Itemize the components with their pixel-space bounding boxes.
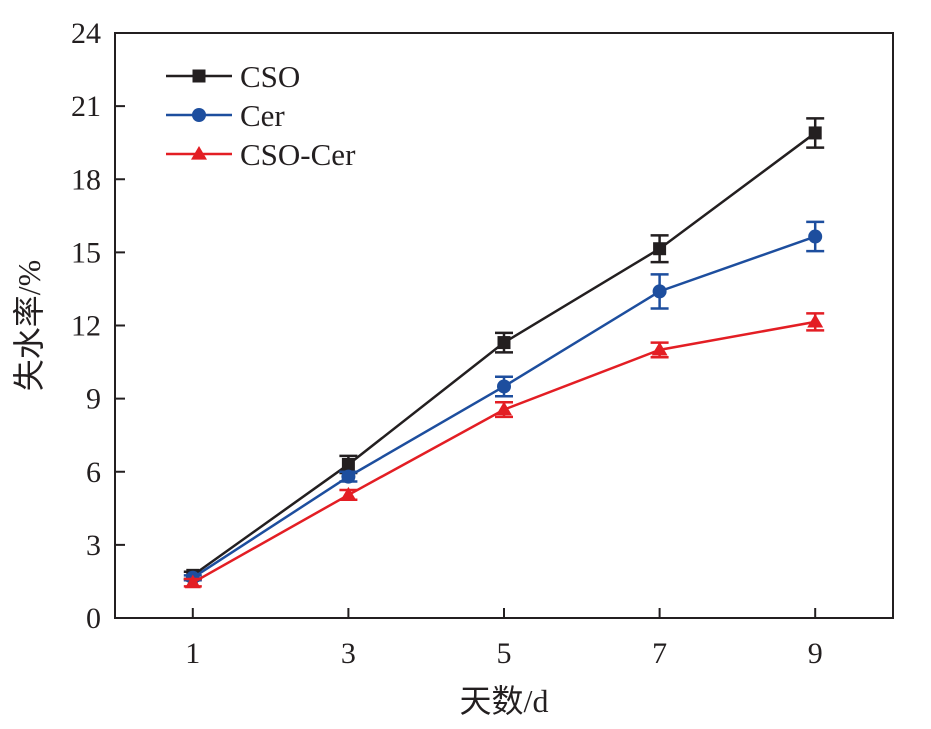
data-point [653,242,667,256]
legend-label: CSO-Cer [240,137,356,172]
y-tick-label: 21 [71,90,101,123]
data-point [497,336,511,350]
x-tick-label: 9 [808,637,823,670]
y-tick-label: 6 [86,456,101,489]
legend-marker [191,146,207,160]
legend-item-cso-cer: CSO-Cer [166,137,356,172]
series-line [192,320,816,584]
y-tick-label: 18 [71,163,101,196]
series-layer [183,117,825,589]
y-tick-label: 3 [86,529,101,562]
legend-label: CSO [240,59,300,94]
series-line [192,131,816,577]
data-point [340,486,357,501]
data-point [496,401,512,416]
data-point [341,457,355,471]
legend-marker [192,69,206,83]
data-point [651,341,668,356]
data-point [497,379,511,394]
data-point [807,313,824,328]
y-tick-label: 0 [86,602,101,635]
x-axis-title: 天数/d [460,683,549,719]
y-tick-label: 9 [86,383,101,416]
x-tick-label: 7 [652,637,667,670]
data-point [652,284,667,299]
data-point [808,126,822,140]
x-tick-label: 3 [341,637,356,670]
data-point [184,574,201,589]
plot-frame [114,32,894,619]
data-point [808,229,823,244]
series-cso [183,117,825,582]
axes: 0 3 6 9 12 15 18 21 24 1 3 5 7 9 [71,17,823,670]
plot-area [114,32,894,619]
data-point [341,469,356,484]
legend-marker [192,108,206,122]
x-tick-label: 1 [185,637,200,670]
y-tick-label: 15 [71,236,101,269]
legend: CSO Cer CSO-Cer [166,59,356,172]
legend-item-cso: CSO [166,59,300,94]
y-axis-title: 失水率/% [11,260,47,392]
legend-item-cer: Cer [166,98,285,133]
x-tick-label: 5 [497,637,512,670]
y-tick-label: 24 [71,17,101,50]
legend-label: Cer [240,98,285,133]
y-tick-label: 12 [71,310,101,343]
series-cso-cer [183,312,825,589]
